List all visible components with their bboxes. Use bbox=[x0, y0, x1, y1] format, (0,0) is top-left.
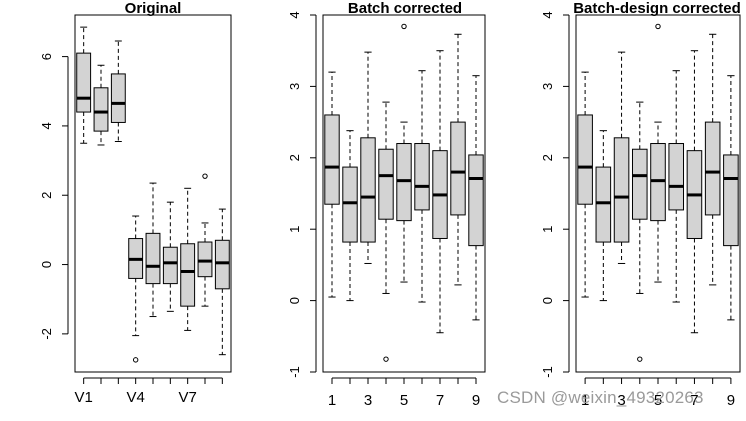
box-iqr bbox=[668, 143, 685, 211]
x-tick-label: 9 bbox=[727, 392, 735, 409]
x-tick-label: 3 bbox=[364, 392, 372, 409]
y-tick-label: -1 bbox=[540, 366, 555, 378]
box-V6 bbox=[162, 201, 178, 312]
panel-original: Original -2 0 2 4 6 V1 V4 V7 bbox=[39, 0, 232, 406]
y-tick-label: 1 bbox=[540, 226, 555, 233]
box-iqr bbox=[577, 114, 593, 205]
box-7 bbox=[432, 50, 448, 334]
x-tick-label: V7 bbox=[178, 389, 196, 406]
y-tick-label: 0 bbox=[540, 297, 555, 304]
box-1 bbox=[577, 71, 593, 298]
watermark-text: CSDN @weixin_49320263 bbox=[497, 388, 704, 407]
y-tick-label: 1 bbox=[287, 226, 302, 233]
box-iqr bbox=[76, 52, 92, 113]
y-tick-label: 0 bbox=[287, 297, 302, 304]
box-9 bbox=[723, 75, 739, 321]
box-iqr bbox=[93, 87, 109, 132]
box-iqr bbox=[704, 121, 721, 216]
y-tick-label: 4 bbox=[39, 122, 54, 129]
x-tick-label: 7 bbox=[690, 392, 698, 409]
y-tick-label: 3 bbox=[287, 83, 302, 90]
box-iqr bbox=[613, 137, 630, 243]
box-V4 bbox=[128, 215, 144, 363]
x-tick-label: 9 bbox=[472, 392, 480, 409]
box-8 bbox=[450, 33, 466, 286]
outlier-point bbox=[655, 23, 661, 30]
x-tick-label: 1 bbox=[328, 392, 336, 409]
box-3 bbox=[360, 51, 376, 264]
y-tick-label: 2 bbox=[287, 154, 302, 161]
box-iqr bbox=[197, 241, 213, 278]
box-5 bbox=[396, 23, 412, 283]
box-5 bbox=[650, 23, 666, 283]
y-tick-label: 4 bbox=[287, 11, 302, 18]
box-2 bbox=[595, 130, 612, 302]
x-tick-label: 3 bbox=[617, 392, 625, 409]
box-iqr bbox=[342, 166, 358, 243]
panel-title: Batch-design corrected bbox=[573, 0, 741, 17]
y-tick-label: 3 bbox=[540, 83, 555, 90]
box-iqr bbox=[324, 114, 340, 205]
plot-frame bbox=[575, 14, 741, 373]
y-tick-label: 0 bbox=[39, 261, 54, 268]
y-tick-label: 2 bbox=[540, 154, 555, 161]
outlier-point bbox=[401, 23, 407, 30]
box-V5 bbox=[145, 182, 161, 318]
y-tick-label: 2 bbox=[39, 192, 54, 199]
box-iqr bbox=[162, 246, 178, 285]
box-6 bbox=[414, 70, 430, 303]
x-tick-label: V4 bbox=[126, 389, 144, 406]
box-2 bbox=[342, 130, 358, 302]
box-iqr bbox=[180, 243, 196, 307]
box-iqr bbox=[631, 148, 648, 220]
outlier-point bbox=[637, 356, 643, 362]
panel-title: Batch corrected bbox=[348, 0, 462, 17]
outlier-point bbox=[202, 173, 208, 179]
box-6 bbox=[668, 70, 685, 303]
box-1 bbox=[324, 71, 340, 298]
x-tick-label: 7 bbox=[436, 392, 444, 409]
box-iqr bbox=[110, 73, 126, 123]
outlier-point bbox=[383, 356, 389, 362]
outlier-point bbox=[132, 357, 139, 363]
panel-batch-design-corrected: Batch-design corrected -1 0 1 2 3 4 1 3 5 7 9 bbox=[540, 0, 741, 409]
box-7 bbox=[686, 50, 703, 334]
box-iqr bbox=[723, 154, 739, 247]
box-iqr bbox=[414, 143, 430, 211]
x-tick-label: 1 bbox=[581, 392, 589, 409]
x-tick-label: V1 bbox=[74, 389, 92, 406]
box-V2 bbox=[93, 64, 109, 146]
box-iqr bbox=[360, 137, 376, 243]
y-tick-label: -1 bbox=[287, 366, 302, 378]
box-iqr bbox=[450, 121, 466, 216]
y-tick-label: 4 bbox=[540, 11, 555, 18]
y-tick-label: -2 bbox=[39, 328, 54, 340]
box-8 bbox=[704, 33, 721, 286]
x-tick-label: 5 bbox=[654, 392, 662, 409]
box-iqr bbox=[145, 232, 161, 285]
plot-frame bbox=[74, 14, 232, 373]
y-tick-label: 6 bbox=[39, 53, 54, 60]
box-iqr bbox=[595, 166, 612, 243]
box-iqr bbox=[214, 239, 230, 290]
box-4 bbox=[378, 101, 394, 362]
panel-title: Original bbox=[125, 0, 182, 17]
box-V3 bbox=[110, 40, 126, 143]
box-3 bbox=[613, 51, 630, 264]
box-V7 bbox=[180, 187, 196, 331]
box-4 bbox=[631, 101, 648, 362]
box-V1 bbox=[76, 26, 92, 144]
plot-frame bbox=[322, 14, 486, 373]
box-iqr bbox=[468, 154, 484, 247]
box-iqr bbox=[378, 148, 394, 220]
x-tick-label: 5 bbox=[400, 392, 408, 409]
panel-batch-corrected: Batch corrected -1 0 1 2 3 4 1 3 5 7 9 bbox=[287, 0, 486, 409]
box-9 bbox=[468, 75, 484, 321]
box-V9 bbox=[214, 208, 230, 356]
box-V8 bbox=[197, 173, 213, 307]
